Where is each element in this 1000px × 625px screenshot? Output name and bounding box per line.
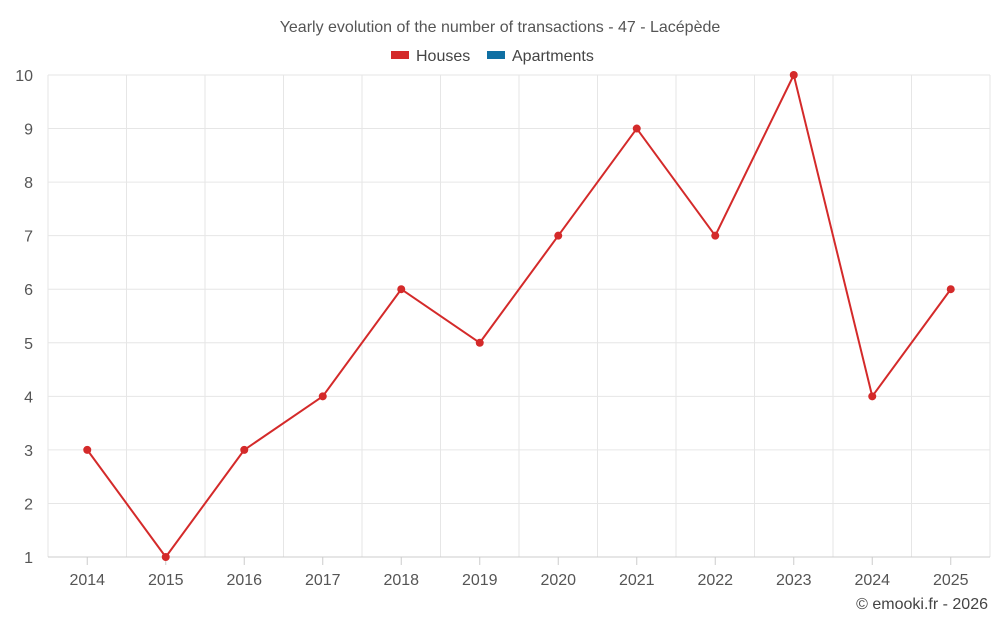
- y-tick-label: 4: [24, 389, 33, 406]
- x-tick-label: 2023: [776, 572, 812, 589]
- data-point-houses-2021[interactable]: [632, 124, 641, 133]
- y-tick-label: 1: [24, 550, 33, 567]
- x-tick-label: 2017: [305, 572, 341, 589]
- data-point-houses-2016[interactable]: [240, 445, 249, 454]
- data-point-houses-2024[interactable]: [868, 392, 877, 401]
- grid: [47, 74, 991, 557]
- series-line-houses: [86, 74, 952, 558]
- data-point-houses-2020[interactable]: [554, 231, 563, 240]
- x-tick-label: 2021: [619, 572, 655, 589]
- y-tick-label: 2: [24, 496, 33, 513]
- data-point-houses-2025[interactable]: [946, 285, 955, 294]
- data-point-houses-2022[interactable]: [711, 231, 720, 240]
- x-tick-label: 2016: [226, 572, 262, 589]
- legend-swatch-houses: [391, 51, 409, 59]
- x-tick-label: 2025: [933, 572, 969, 589]
- x-tick-label: 2014: [69, 572, 105, 589]
- data-point-houses-2017[interactable]: [318, 392, 327, 401]
- legend-label-apartments: Apartments: [512, 48, 594, 65]
- legend-item-apartments[interactable]: Apartments: [487, 48, 594, 65]
- x-tick-label: 2020: [540, 572, 576, 589]
- y-tick-label: 6: [24, 282, 33, 299]
- y-tick-label: 8: [24, 175, 33, 192]
- legend-item-houses[interactable]: Houses: [391, 48, 470, 65]
- x-tick-label: 2018: [383, 572, 419, 589]
- x-tick-label: 2019: [462, 572, 498, 589]
- data-point-houses-2019[interactable]: [475, 338, 484, 347]
- chart-title: Yearly evolution of the number of transa…: [280, 19, 721, 36]
- x-tick-label: 2024: [854, 572, 890, 589]
- series-houses: [83, 71, 955, 561]
- data-point-houses-2018[interactable]: [397, 285, 406, 294]
- data-point-houses-2023[interactable]: [789, 71, 798, 79]
- legend-label-houses: Houses: [416, 48, 470, 65]
- y-tick-label: 7: [24, 229, 33, 246]
- legend-swatch-apartments: [487, 51, 505, 59]
- credit-text: © emooki.fr - 2026: [856, 596, 988, 613]
- y-tick-label: 9: [24, 122, 33, 139]
- x-tick-label: 2015: [148, 572, 184, 589]
- x-tick-label: 2022: [697, 572, 733, 589]
- data-point-houses-2015[interactable]: [161, 553, 170, 561]
- y-tick-label: 3: [24, 443, 33, 460]
- y-tick-label: 10: [15, 68, 33, 85]
- legend: Houses Apartments: [391, 48, 594, 65]
- axes: 1 2 3 4 5 6 7 8 9 10 2014 2015 2016 2017 2018 2019 2020 2…: [15, 68, 990, 589]
- data-point-houses-2014[interactable]: [83, 445, 92, 454]
- y-tick-label: 5: [24, 336, 33, 353]
